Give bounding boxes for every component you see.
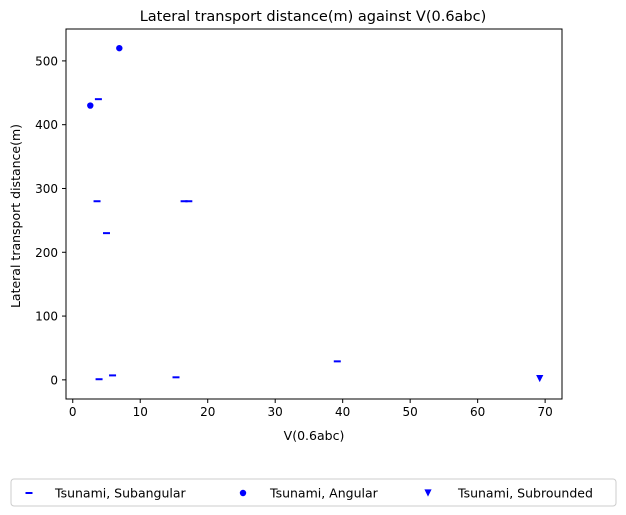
plot-area (65, 28, 563, 400)
x-tick-label: 0 (69, 405, 77, 419)
legend-frame (10, 478, 617, 507)
y-tick-label: 100 (35, 310, 58, 324)
legend: Tsunami, Subangular Tsunami, Angular Tsuna… (10, 478, 617, 507)
y-axis-label: Lateral transport distance(m) (8, 124, 23, 308)
x-tick-label: 20 (200, 405, 215, 419)
y-tick-label: 500 (35, 54, 58, 68)
x-axis-ticks: 0 10 20 30 40 50 60 70 (69, 399, 553, 419)
x-tick-label: 50 (403, 405, 418, 419)
x-tick-label: 30 (268, 405, 283, 419)
y-axis-ticks: 0 100 200 300 400 500 (35, 54, 66, 387)
x-tick-label: 60 (470, 405, 485, 419)
data-point-s1-p0 (116, 44, 123, 52)
data-point-s2-p0 (536, 374, 544, 383)
legend-label-2: Tsunami, Subrounded (457, 486, 593, 501)
y-tick-label: 400 (35, 118, 58, 132)
chart-title: Lateral transport distance(m) against V(… (140, 9, 487, 25)
legend-label-1: Tsunami, Angular (269, 486, 379, 501)
legend-items: Tsunami, Subangular Tsunami, Angular Tsuna… (25, 486, 593, 501)
x-tick-label: 70 (537, 405, 552, 419)
x-tick-label: 40 (335, 405, 350, 419)
legend-marker-1 (239, 489, 247, 497)
x-axis-label: V(0.6abc) (284, 428, 345, 443)
data-points (87, 44, 544, 383)
y-tick-label: 0 (50, 373, 58, 387)
data-point-s1-p1 (87, 102, 94, 109)
y-tick-label: 200 (35, 246, 58, 260)
y-tick-label: 300 (35, 182, 58, 196)
x-tick-label: 10 (133, 405, 148, 419)
legend-marker-2 (424, 489, 432, 497)
legend-label-0: Tsunami, Subangular (54, 486, 187, 501)
